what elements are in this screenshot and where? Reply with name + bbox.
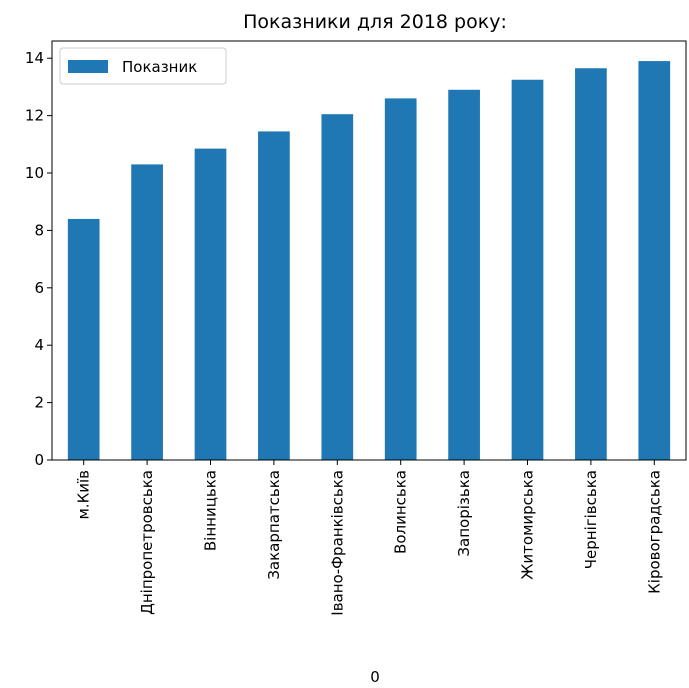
legend: Показник <box>59 47 227 85</box>
plot-frame <box>51 40 687 461</box>
x-axis-label: 0 <box>370 668 380 686</box>
y-tick-label-5: 10 <box>25 164 44 182</box>
x-tick-label-0: м.Київ <box>75 470 93 520</box>
bar-6 <box>448 89 480 461</box>
y-tick-label-4: 8 <box>34 221 44 239</box>
bar-9 <box>638 61 671 460</box>
bar-3 <box>258 131 290 460</box>
y-tick-label-0: 0 <box>34 451 44 469</box>
legend-box <box>59 47 227 85</box>
x-axis: м.Київ Дніпропетровська Вінницька Закарпатс… <box>75 460 663 616</box>
bar-1 <box>131 164 163 460</box>
bar-8 <box>575 68 607 460</box>
bars-layer <box>67 61 671 461</box>
y-tick-label-3: 6 <box>34 279 44 297</box>
legend-swatch <box>68 60 108 73</box>
y-axis: 0 2 4 6 8 10 12 14 <box>25 49 52 469</box>
bar-2 <box>194 148 227 460</box>
y-tick-label-6: 12 <box>25 107 44 125</box>
x-tick-label-6: Запорізька <box>455 470 473 557</box>
x-tick-label-7: Житомирська <box>519 470 537 580</box>
x-tick-label-2: Вінницька <box>202 470 220 551</box>
y-tick-label-1: 2 <box>34 394 44 412</box>
bar-0 <box>67 218 100 460</box>
bar-5 <box>384 98 417 460</box>
y-tick-label-7: 14 <box>25 49 44 67</box>
bar-7 <box>511 79 544 460</box>
chart-title: Показники для 2018 року: <box>243 11 507 33</box>
x-tick-label-3: Закарпатська <box>265 470 283 580</box>
x-tick-label-9: Кіровоградська <box>645 470 663 594</box>
bar-4 <box>321 114 354 460</box>
legend-label: Показник <box>122 58 197 76</box>
x-tick-label-1: Дніпропетровська <box>138 470 156 615</box>
x-tick-label-8: Чернігівська <box>582 470 600 569</box>
x-tick-label-5: Волинська <box>392 470 410 554</box>
x-tick-label-4: Івано-Франківська <box>328 470 346 616</box>
y-tick-label-2: 4 <box>34 336 44 354</box>
